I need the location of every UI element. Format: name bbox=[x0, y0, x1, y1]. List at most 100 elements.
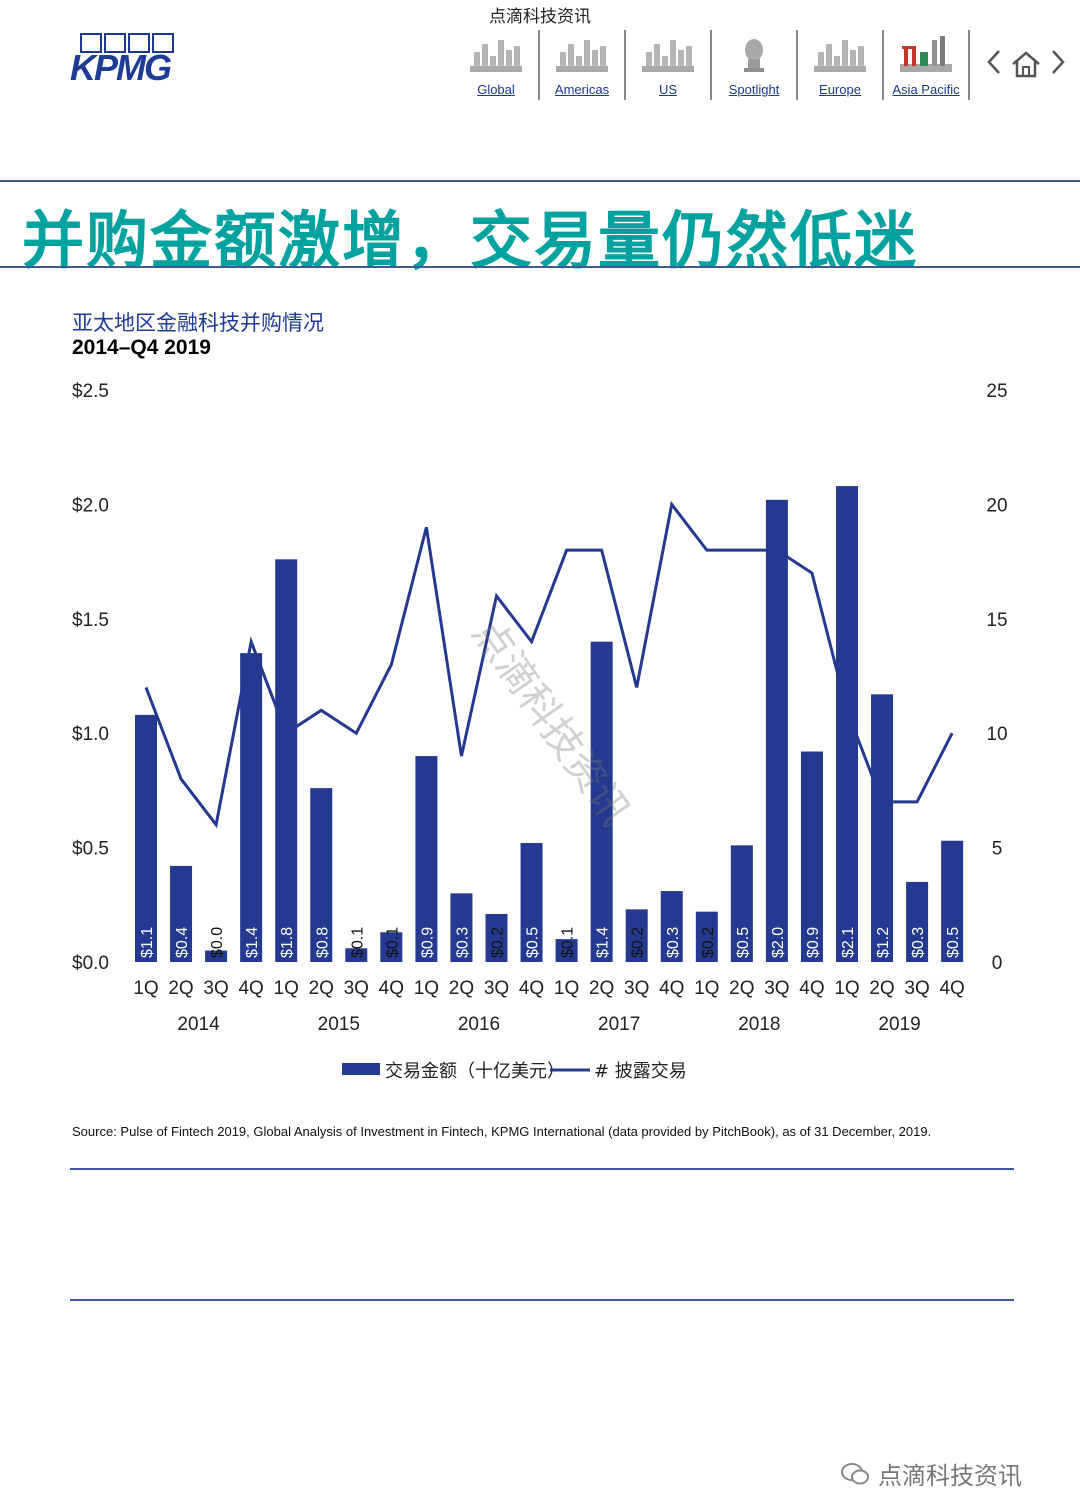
logo-text: KPMG bbox=[70, 47, 172, 88]
quarter-label: 1Q bbox=[133, 978, 158, 999]
quarter-label: 1Q bbox=[274, 978, 299, 999]
quarter-label: 3Q bbox=[624, 978, 649, 999]
nav-label[interactable]: US bbox=[658, 82, 678, 97]
bar bbox=[485, 913, 508, 962]
bar-data-label: $2.0 bbox=[770, 927, 787, 958]
chart-title: 亚太地区金融科技并购情况 bbox=[72, 311, 324, 335]
quarter-label: 1Q bbox=[554, 978, 579, 999]
bar-data-label: $0.9 bbox=[805, 927, 822, 958]
quarter-label: 4Q bbox=[238, 978, 263, 999]
bar-data-label: $1.2 bbox=[875, 927, 892, 958]
bar-data-label: $0.2 bbox=[700, 927, 717, 958]
bar bbox=[695, 911, 718, 962]
bar-data-label: $0.8 bbox=[314, 927, 331, 958]
bar-data-label: $0.4 bbox=[174, 927, 191, 958]
bar-data-label: $1.1 bbox=[139, 927, 156, 958]
us-skyline-icon bbox=[642, 40, 694, 72]
nav-global[interactable]: Global bbox=[454, 30, 540, 100]
quarter-label: 4Q bbox=[939, 978, 964, 999]
divider-upper bbox=[70, 1168, 1014, 1170]
quarter-label: 2Q bbox=[309, 978, 334, 999]
year-label: 2014 bbox=[177, 1014, 220, 1035]
europe-skyline-icon bbox=[814, 40, 866, 72]
quarter-label: 4Q bbox=[519, 978, 544, 999]
bar bbox=[625, 909, 648, 962]
previous-arrow-icon[interactable] bbox=[984, 48, 1004, 76]
nav-label[interactable]: Asia Pacific bbox=[892, 82, 960, 97]
nav-label[interactable]: Europe bbox=[819, 82, 861, 97]
global-skyline-icon bbox=[470, 40, 522, 72]
year-label: 2019 bbox=[878, 1014, 920, 1035]
bar bbox=[135, 714, 157, 962]
quarter-label: 3Q bbox=[904, 978, 929, 999]
ma-chart: $0.0 $0.5 $1.0 $1.5 $2.0 $2.5 0 5 10 15 20 25 $1.1 $0… bbox=[72, 381, 1008, 1082]
right-axis-tick: 10 bbox=[986, 724, 1007, 745]
bar-data-label: $2.1 bbox=[840, 927, 857, 958]
legend-bar-label: 交易金额（十亿美元） bbox=[385, 1061, 565, 1082]
bar bbox=[275, 559, 298, 962]
spotlight-icon bbox=[744, 39, 764, 72]
bar-data-label: $0.1 bbox=[349, 927, 366, 958]
bar bbox=[800, 751, 823, 962]
home-icon[interactable] bbox=[1010, 50, 1042, 78]
bar-data-label: $0.5 bbox=[525, 927, 542, 958]
page-title: 并购金额激增，交易量仍然低迷 bbox=[22, 204, 919, 277]
year-label: 2017 bbox=[598, 1014, 640, 1035]
bar-data-label: $0.3 bbox=[665, 927, 682, 958]
right-axis-tick: 0 bbox=[992, 953, 1003, 974]
nav-americas[interactable]: Americas bbox=[540, 30, 626, 100]
bar bbox=[941, 840, 964, 962]
bar-data-label: $0.3 bbox=[454, 927, 471, 958]
year-label: 2015 bbox=[318, 1014, 360, 1035]
bar-data-label: $0.2 bbox=[490, 927, 507, 958]
nav-spotlight[interactable]: Spotlight bbox=[712, 30, 798, 100]
bar-data-label: $0.0 bbox=[209, 927, 226, 958]
divider-lower bbox=[70, 1299, 1014, 1301]
left-axis-tick: $1.5 bbox=[72, 610, 109, 631]
bar bbox=[906, 881, 929, 962]
left-axis-tick: $1.0 bbox=[72, 724, 109, 745]
nav-europe[interactable]: Europe bbox=[798, 30, 884, 100]
bar bbox=[170, 865, 193, 962]
quarter-label: 1Q bbox=[694, 978, 719, 999]
bar-data-label: $1.4 bbox=[595, 927, 612, 958]
deals-line bbox=[144, 500, 954, 829]
asia-pacific-skyline-icon bbox=[900, 36, 952, 72]
wechat-icon bbox=[841, 1462, 869, 1484]
legend-line-label: # 披露交易 bbox=[594, 1061, 687, 1082]
kpmg-logo[interactable]: KPMG bbox=[70, 33, 192, 88]
quarter-label: 4Q bbox=[799, 978, 824, 999]
bar bbox=[730, 845, 753, 962]
quarter-label: 3Q bbox=[764, 978, 789, 999]
next-arrow-icon[interactable] bbox=[1048, 48, 1068, 76]
bar bbox=[240, 653, 263, 962]
left-axis-tick: $0.0 bbox=[72, 953, 109, 974]
left-axis-tick: $0.5 bbox=[72, 839, 109, 860]
bottom-watermark: 点滴科技资讯 bbox=[840, 1456, 1022, 1491]
bar bbox=[380, 932, 403, 962]
bar bbox=[871, 694, 894, 962]
bar bbox=[836, 486, 858, 962]
nav-asia-pacific[interactable]: Asia Pacific bbox=[884, 30, 970, 100]
quarter-label: 3Q bbox=[344, 978, 369, 999]
nav-label[interactable]: Spotlight bbox=[728, 82, 780, 97]
quarter-label: 3Q bbox=[484, 978, 509, 999]
region-nav: Global Americas US Spotlight Europe Asia Paci… bbox=[454, 30, 970, 100]
nav-us[interactable]: US bbox=[626, 30, 712, 100]
bar bbox=[660, 891, 683, 962]
bar-data-label: $1.4 bbox=[244, 927, 261, 958]
right-axis-tick: 25 bbox=[986, 381, 1007, 402]
left-axis-tick: $2.0 bbox=[72, 495, 109, 516]
nav-label[interactable]: Americas bbox=[554, 82, 610, 97]
quarter-label: 4Q bbox=[659, 978, 684, 999]
bar-data-label: $0.5 bbox=[945, 927, 962, 958]
bar bbox=[205, 950, 228, 962]
title-bottom-rule bbox=[0, 266, 1080, 268]
title-top-rule bbox=[0, 180, 1080, 182]
quarter-label: 2Q bbox=[869, 978, 894, 999]
bottom-watermark-text: 点滴科技资讯 bbox=[878, 1462, 1022, 1490]
bar bbox=[555, 939, 578, 962]
bar-data-label: $0.5 bbox=[735, 927, 752, 958]
left-axis-tick: $2.5 bbox=[72, 381, 109, 402]
nav-label[interactable]: Global bbox=[477, 82, 515, 97]
